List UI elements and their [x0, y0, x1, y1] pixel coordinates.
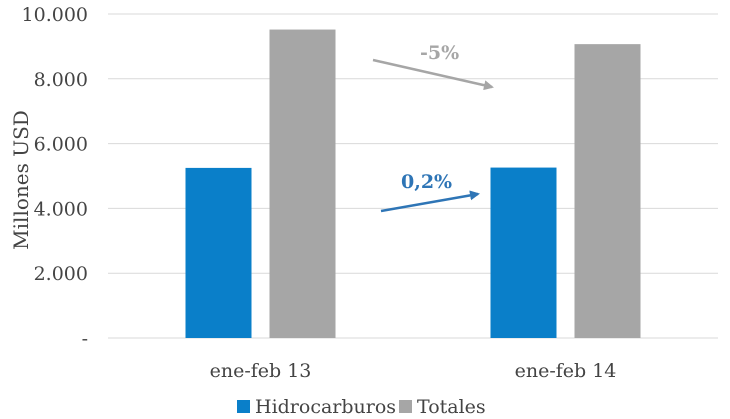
hidrocarburos-change-label: 0,2%	[401, 171, 452, 193]
bar-hidrocarburos-1	[185, 167, 252, 338]
bar-totales-1	[269, 29, 336, 338]
legend-label-hidrocarburos: Hidrocarburos	[255, 396, 396, 418]
y-axis-ticks: - 2.000 4.000 6.000 8.000 10.000	[22, 4, 88, 350]
bars	[185, 29, 641, 339]
y-tick-label: 6.000	[34, 134, 88, 156]
y-tick-label: 4.000	[34, 198, 88, 220]
y-tick-label: 2.000	[34, 263, 88, 285]
totales-change-arrow	[372, 58, 494, 91]
legend-label-totales: Totales	[417, 396, 486, 418]
bar-totales-2	[574, 44, 641, 339]
legend: Hidrocarburos Totales	[237, 396, 486, 418]
y-axis-label: Millones USD	[9, 110, 33, 250]
y-tick-label: 10.000	[22, 4, 88, 26]
bar-hidrocarburos-2	[490, 167, 557, 338]
y-tick-label: 8.000	[34, 69, 88, 91]
x-tick-label: ene-feb 13	[210, 360, 312, 382]
hidrocarburos-change-arrow	[380, 190, 480, 213]
totales-change-label: -5%	[420, 42, 459, 64]
y-tick-label: -	[82, 328, 88, 350]
legend-swatch-hidrocarburos	[237, 400, 250, 413]
annotations: -5% 0,2%	[372, 42, 494, 213]
legend-swatch-totales	[399, 400, 412, 413]
x-axis-ticks: ene-feb 13 ene-feb 14	[210, 360, 617, 382]
x-tick-label: ene-feb 14	[515, 360, 617, 382]
